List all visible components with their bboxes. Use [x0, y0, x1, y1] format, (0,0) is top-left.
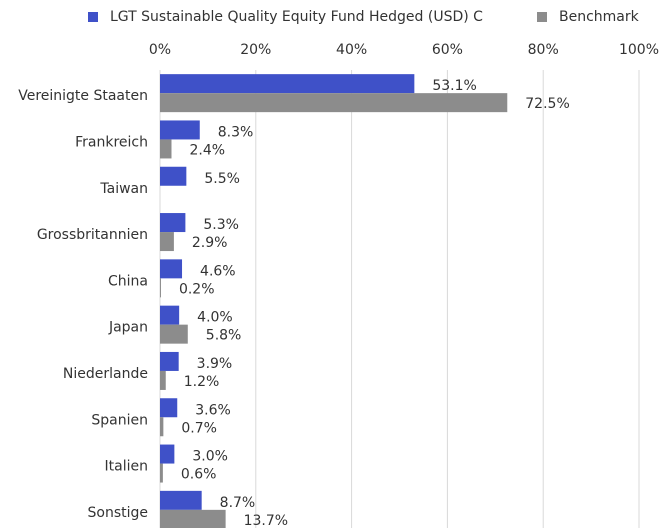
bar — [160, 259, 183, 279]
bar — [160, 370, 166, 390]
bar — [160, 74, 415, 94]
bar — [160, 444, 175, 464]
y-tick-label: Niederlande — [63, 366, 148, 382]
y-tick-label: Grossbritannien — [37, 227, 148, 243]
data-label: 5.3% — [203, 217, 239, 233]
data-label: 8.3% — [218, 124, 254, 140]
x-tick-label: 0% — [149, 42, 171, 58]
x-tick-label: 80% — [528, 42, 559, 58]
legend-swatch — [537, 12, 547, 22]
data-label: 2.9% — [192, 235, 228, 251]
bar — [160, 324, 188, 344]
y-tick-label: Frankreich — [75, 134, 148, 150]
data-label: 8.7% — [220, 495, 256, 511]
bar — [160, 398, 178, 418]
bar — [160, 278, 161, 298]
data-label: 5.5% — [204, 171, 240, 187]
y-tick-label: Vereinigte Staaten — [18, 88, 148, 104]
x-tick-label: 60% — [432, 42, 463, 58]
data-label: 3.9% — [197, 356, 233, 372]
y-tick-label: Taiwan — [99, 181, 148, 197]
bar — [160, 139, 172, 159]
data-label: 3.0% — [192, 449, 228, 465]
y-tick-label: Japan — [108, 320, 148, 336]
y-tick-label: Sonstige — [88, 505, 149, 521]
x-tick-label: 40% — [336, 42, 367, 58]
data-label: 5.8% — [206, 328, 242, 344]
bar — [160, 305, 180, 325]
bar — [160, 417, 164, 437]
x-tick-label: 100% — [619, 42, 659, 58]
data-label: 3.6% — [195, 402, 231, 418]
data-label: 2.4% — [189, 142, 225, 158]
data-label: 4.0% — [197, 310, 233, 326]
data-label: 0.2% — [179, 281, 215, 297]
bar — [160, 351, 179, 371]
x-tick-label: 20% — [240, 42, 271, 58]
bar — [160, 166, 187, 186]
legend-label: Benchmark — [559, 9, 640, 25]
legend-swatch — [88, 12, 98, 22]
legend-label: LGT Sustainable Quality Equity Fund Hedg… — [110, 9, 483, 25]
bar — [160, 509, 226, 528]
y-tick-label: Italien — [105, 459, 148, 475]
bar — [160, 232, 174, 252]
y-tick-label: China — [108, 273, 148, 289]
data-label: 0.6% — [181, 467, 217, 483]
bar — [160, 93, 508, 113]
bar — [160, 463, 163, 483]
y-tick-label: Spanien — [91, 412, 148, 428]
data-label: 0.7% — [181, 420, 217, 436]
data-label: 13.7% — [244, 513, 288, 528]
bar — [160, 213, 186, 233]
data-label: 1.2% — [184, 374, 220, 390]
data-label: 4.6% — [200, 263, 236, 279]
data-label: 53.1% — [432, 78, 476, 94]
bar — [160, 120, 200, 140]
data-label: 72.5% — [525, 96, 569, 112]
bar — [160, 490, 202, 510]
